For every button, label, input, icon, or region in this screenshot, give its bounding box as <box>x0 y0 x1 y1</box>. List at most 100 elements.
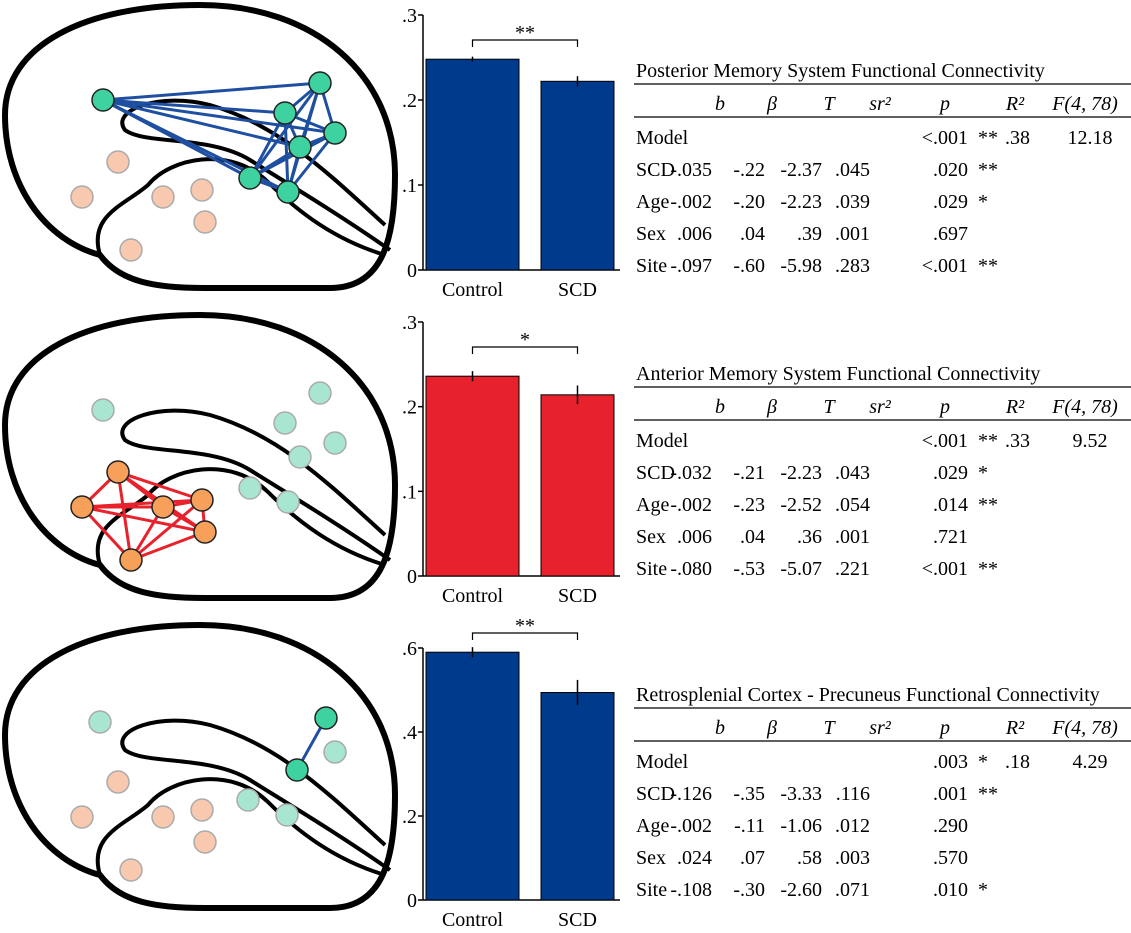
x-tick-label: SCD <box>558 279 597 301</box>
table-cell: ** <box>978 127 998 149</box>
table-cell: -.032 <box>670 462 712 484</box>
x-tick-label: Control <box>442 909 504 928</box>
table-cell: -.11 <box>734 815 765 837</box>
table-cell: * <box>978 751 988 773</box>
brain-diagram <box>5 625 395 908</box>
table-cell: -.23 <box>733 494 765 516</box>
brain-node-active <box>191 489 213 511</box>
brain-node-active <box>277 181 299 203</box>
table-header: sr² <box>869 396 892 418</box>
table-cell: ** <box>978 783 998 805</box>
brain-outline <box>5 5 395 288</box>
y-tick-label: .2 <box>402 806 417 828</box>
brain-node <box>92 399 114 421</box>
y-tick-label: .3 <box>402 5 417 27</box>
table-cell: .020 <box>933 159 968 181</box>
table-cell: -5.07 <box>780 558 822 580</box>
table-cell: .39 <box>797 223 822 245</box>
table-header: F(4, 78) <box>1051 93 1118 115</box>
brain-node <box>191 799 213 821</box>
table-header: b <box>715 93 725 115</box>
table-cell: ** <box>978 494 998 516</box>
table-cell: * <box>978 462 988 484</box>
significance-label: ** <box>515 22 535 44</box>
page: {"chart_data": [ {"type": "bar", "catego… <box>0 0 1131 928</box>
table-cell: Model <box>636 127 689 149</box>
table-cell: -.21 <box>733 462 765 484</box>
table-cell: -.60 <box>733 255 765 277</box>
table-cell: .697 <box>933 223 968 245</box>
table-cell: -.097 <box>670 255 712 277</box>
table-header: R² <box>1005 93 1025 115</box>
table-cell: .045 <box>835 159 870 181</box>
brain-link <box>131 532 205 560</box>
table-cell: 12.18 <box>1068 127 1113 149</box>
brain-node-active <box>239 167 261 189</box>
table-cell: .07 <box>740 847 765 869</box>
bar <box>541 395 614 576</box>
table-cell: .04 <box>740 223 765 245</box>
table-cell: ** <box>978 558 998 580</box>
table-cell: -2.23 <box>780 191 822 213</box>
y-tick-label: .6 <box>402 638 417 660</box>
brain-node-active <box>309 72 331 94</box>
y-tick-label: .3 <box>402 312 417 334</box>
table-cell: .054 <box>835 494 870 516</box>
table-header: R² <box>1005 717 1025 739</box>
table-header: β <box>766 396 777 418</box>
brain-diagram <box>5 315 395 598</box>
table-cell: .029 <box>933 462 968 484</box>
brain-node <box>309 382 331 404</box>
table-header: T <box>823 93 836 115</box>
table-cell: -5.98 <box>780 255 822 277</box>
table-cell: Site <box>636 558 667 580</box>
table-cell: .071 <box>835 879 870 901</box>
brain-node-active <box>107 461 129 483</box>
brain-node <box>107 771 129 793</box>
y-tick-label: .1 <box>402 175 417 197</box>
table-cell: .290 <box>933 815 968 837</box>
brain-node <box>194 211 216 233</box>
table-cell: -3.33 <box>780 783 822 805</box>
table-cell: SCD <box>636 462 675 484</box>
y-tick-label: 0 <box>407 566 417 588</box>
table-header: F(4, 78) <box>1051 717 1118 739</box>
table-header: b <box>715 396 725 418</box>
bar <box>426 59 519 270</box>
brain-node <box>191 179 213 201</box>
table-cell: .221 <box>835 558 870 580</box>
table-cell: -1.06 <box>780 815 822 837</box>
table-cell: .024 <box>677 847 712 869</box>
brain-node <box>152 806 174 828</box>
table-cell: <.001 <box>922 127 968 149</box>
table-header: p <box>938 396 950 418</box>
table-header: p <box>938 93 950 115</box>
table-cell: ** <box>978 430 998 452</box>
table-cell: ** <box>978 159 998 181</box>
brain-node-active <box>152 496 174 518</box>
brain-node <box>120 239 142 261</box>
table-cell: <.001 <box>922 430 968 452</box>
table-cell: .58 <box>797 847 822 869</box>
y-tick-label: .4 <box>402 722 417 744</box>
table-cell: .003 <box>835 847 870 869</box>
x-tick-label: SCD <box>558 909 597 928</box>
table-header: R² <box>1005 396 1025 418</box>
table-header: F(4, 78) <box>1051 396 1118 418</box>
table-cell: Site <box>636 879 667 901</box>
table-cell: Sex <box>636 526 666 548</box>
table-cell: -.108 <box>670 879 712 901</box>
table-header: T <box>823 396 836 418</box>
bar <box>426 652 519 900</box>
table-cell: .014 <box>933 494 968 516</box>
x-tick-label: Control <box>442 585 504 607</box>
brain-node <box>276 804 298 826</box>
significance-label: ** <box>515 615 535 637</box>
y-tick-label: .1 <box>402 481 417 503</box>
brain-node <box>71 806 93 828</box>
brain-outline <box>5 625 395 908</box>
table-cell: * <box>978 879 988 901</box>
y-tick-label: .2 <box>402 397 417 419</box>
table-cell: .001 <box>933 783 968 805</box>
brain-node-active <box>194 521 216 543</box>
